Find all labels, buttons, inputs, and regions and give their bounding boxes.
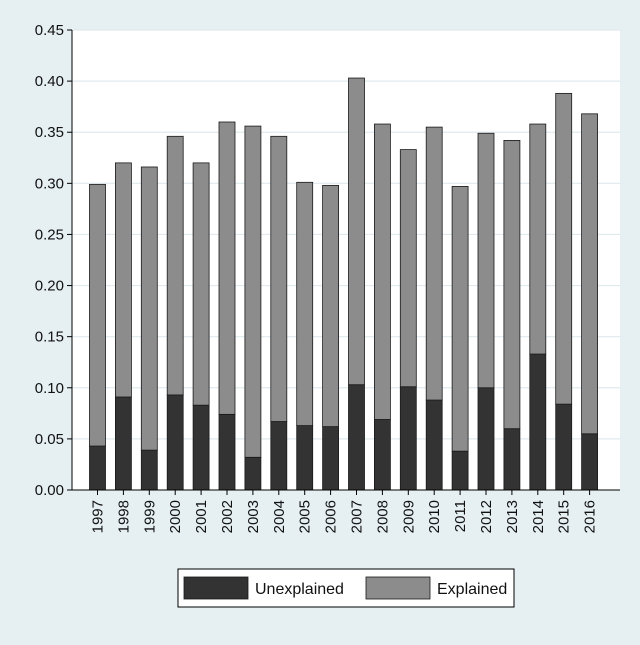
bar-explained-2013 (503, 139, 521, 430)
x-axis-ticks: 1997 1998 1999 2000 2001 2002 2003 2004 2005 2006… (90, 490, 599, 533)
bar-explained-2016 (581, 113, 598, 435)
bar-unexplained-2002 (218, 413, 236, 491)
x-tick-label: 2012 (478, 500, 495, 533)
legend: Unexplained Explained (177, 568, 515, 608)
bar-unexplained-2012 (477, 387, 495, 491)
y-tick-label: 0.00 (35, 482, 64, 499)
bar-unexplained-2004 (270, 421, 288, 491)
y-axis-ticks: 0.00 0.05 0.10 0.15 0.20 0.25 0.30 0.35 0.40 0.45 (35, 22, 72, 499)
y-tick-label: 0.45 (35, 22, 64, 39)
x-tick-label: 2006 (323, 500, 340, 533)
bar-explained-2015 (555, 92, 573, 405)
bar-unexplained-2008 (373, 419, 391, 491)
bar-unexplained-1999 (140, 449, 158, 491)
bar-explained-2011 (451, 185, 469, 452)
bar-explained-2014 (529, 123, 547, 355)
x-tick-label: 2008 (374, 500, 391, 533)
bar-unexplained-2000 (166, 394, 184, 491)
bar-unexplained-2001 (192, 404, 210, 491)
x-tick-label: 2016 (582, 500, 599, 533)
bar-unexplained-2016 (581, 433, 598, 491)
bar-explained-2006 (322, 184, 340, 428)
bars (89, 77, 598, 491)
x-tick-label: 1997 (90, 500, 107, 533)
x-tick-label: 2001 (193, 500, 210, 533)
bar-explained-1998 (115, 162, 132, 398)
x-tick-label: 2014 (530, 500, 547, 533)
x-tick-label: 2000 (167, 500, 184, 533)
bar-unexplained-2010 (425, 399, 443, 491)
bar-explained-2010 (425, 126, 443, 401)
bar-unexplained-2006 (322, 426, 340, 491)
bar-unexplained-1997 (89, 445, 106, 491)
bar-explained-2007 (348, 77, 365, 386)
bar-unexplained-2007 (348, 384, 365, 491)
y-tick-label: 0.20 (35, 278, 64, 295)
x-tick-label: 2007 (349, 500, 366, 533)
x-tick-label: 2002 (219, 500, 236, 533)
legend-label-explained: Explained (437, 581, 507, 598)
y-tick-label: 0.40 (35, 73, 64, 90)
y-tick-label: 0.15 (35, 329, 64, 346)
bar-unexplained-2015 (555, 403, 573, 491)
bar-unexplained-2011 (451, 450, 469, 491)
y-tick-label: 0.25 (35, 226, 64, 243)
x-tick-label: 2010 (426, 500, 443, 533)
x-tick-label: 2003 (245, 500, 262, 533)
y-tick-label: 0.30 (35, 175, 64, 192)
bar-explained-2005 (296, 181, 314, 427)
bar-explained-2008 (373, 123, 391, 420)
legend-label-unexplained: Unexplained (255, 581, 344, 598)
y-tick-label: 0.35 (35, 124, 64, 141)
y-tick-label: 0.05 (35, 431, 64, 448)
bar-explained-1999 (140, 166, 158, 451)
legend-key-unexplained (183, 576, 249, 600)
x-tick-label: 2013 (504, 500, 521, 533)
bar-explained-1997 (89, 183, 106, 447)
y-tick-label: 0.10 (35, 380, 64, 397)
x-tick-label: 2005 (297, 500, 314, 533)
grid-lines (72, 29, 620, 440)
x-tick-label: 2004 (271, 500, 288, 533)
bar-unexplained-2014 (529, 353, 547, 491)
bar-unexplained-1998 (115, 396, 132, 491)
bar-unexplained-2013 (503, 428, 521, 491)
bar-explained-2004 (270, 135, 288, 422)
bar-explained-2002 (218, 121, 236, 415)
bar-explained-2009 (399, 149, 417, 388)
x-tick-label: 1999 (141, 500, 158, 533)
bar-unexplained-2005 (296, 425, 314, 491)
bar-explained-2001 (192, 162, 210, 406)
x-tick-label: 1998 (115, 500, 132, 533)
plot-background (72, 30, 620, 490)
x-tick-label: 2015 (556, 500, 573, 533)
legend-key-explained (365, 576, 431, 600)
bar-explained-2003 (244, 125, 262, 458)
bar-unexplained-2009 (399, 386, 417, 491)
bar-explained-2012 (477, 132, 495, 389)
bar-unexplained-2003 (244, 456, 262, 491)
x-tick-label: 2009 (400, 500, 417, 533)
x-tick-label: 2011 (452, 500, 469, 532)
bar-explained-2000 (166, 135, 184, 396)
